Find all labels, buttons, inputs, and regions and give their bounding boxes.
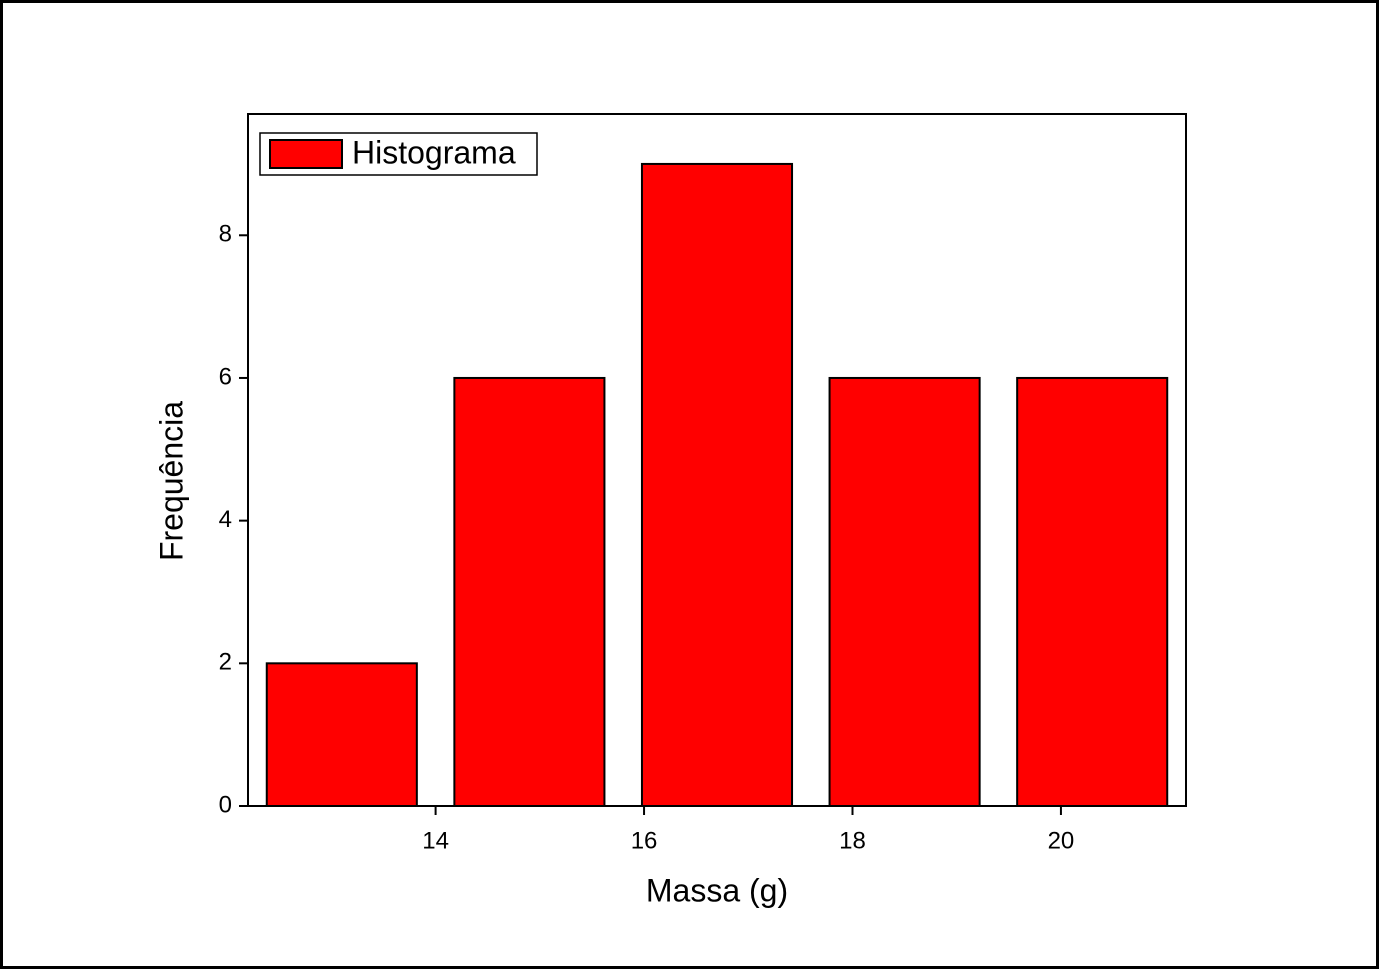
y-tick-label: 4 <box>219 506 232 533</box>
legend-swatch <box>269 139 343 169</box>
y-tick-label: 8 <box>219 221 232 248</box>
bar <box>640 162 794 807</box>
bar <box>1016 376 1169 807</box>
bar <box>828 376 981 807</box>
y-tick-label: 0 <box>219 791 232 818</box>
y-tick-label: 2 <box>219 649 232 676</box>
y-axis-title: Frequência <box>153 401 189 561</box>
bar <box>453 376 606 807</box>
x-axis-title: Massa (g) <box>646 872 788 908</box>
plot-area <box>247 113 1187 807</box>
x-tick-label: 14 <box>422 827 449 854</box>
legend-label: Histograma <box>352 134 516 170</box>
bar <box>265 662 418 807</box>
x-tick-label: 16 <box>631 827 658 854</box>
x-tick-label: 20 <box>1048 827 1075 854</box>
y-tick-label: 6 <box>219 363 232 390</box>
x-tick-label: 18 <box>839 827 866 854</box>
